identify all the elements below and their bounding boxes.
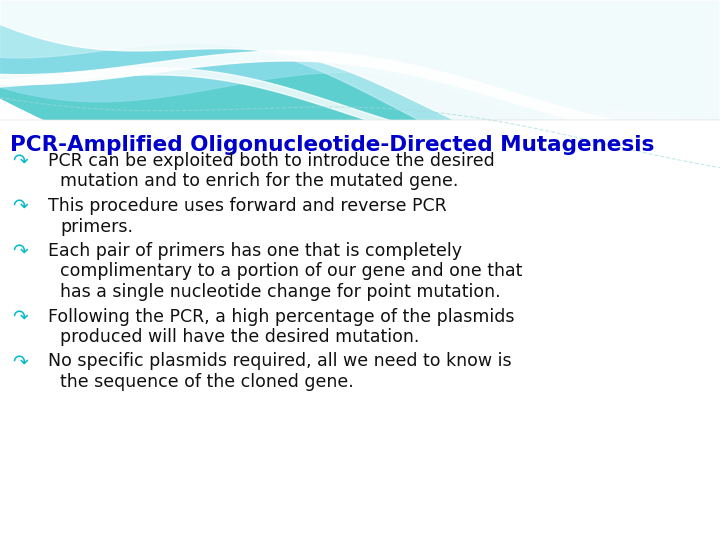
Text: mutation and to enrich for the mutated gene.: mutation and to enrich for the mutated g… (60, 172, 459, 191)
Text: primers.: primers. (60, 218, 133, 235)
Text: Each pair of primers has one that is completely: Each pair of primers has one that is com… (48, 242, 462, 260)
Text: the sequence of the cloned gene.: the sequence of the cloned gene. (60, 373, 354, 391)
Text: ↷: ↷ (12, 307, 28, 327)
Text: complimentary to a portion of our gene and one that: complimentary to a portion of our gene a… (60, 262, 523, 280)
Text: No specific plasmids required, all we need to know is: No specific plasmids required, all we ne… (48, 353, 512, 370)
Text: has a single nucleotide change for point mutation.: has a single nucleotide change for point… (60, 283, 500, 301)
Text: PCR-Amplified Oligonucleotide-Directed Mutagenesis: PCR-Amplified Oligonucleotide-Directed M… (10, 135, 654, 155)
Text: produced will have the desired mutation.: produced will have the desired mutation. (60, 328, 419, 346)
Text: Following the PCR, a high percentage of the plasmids: Following the PCR, a high percentage of … (48, 307, 515, 326)
Text: This procedure uses forward and reverse PCR: This procedure uses forward and reverse … (48, 197, 446, 215)
Text: ↷: ↷ (12, 242, 28, 261)
Text: ↷: ↷ (12, 197, 28, 216)
Text: ↷: ↷ (12, 152, 28, 171)
Text: ↷: ↷ (12, 353, 28, 372)
Text: PCR can be exploited both to introduce the desired: PCR can be exploited both to introduce t… (48, 152, 495, 170)
